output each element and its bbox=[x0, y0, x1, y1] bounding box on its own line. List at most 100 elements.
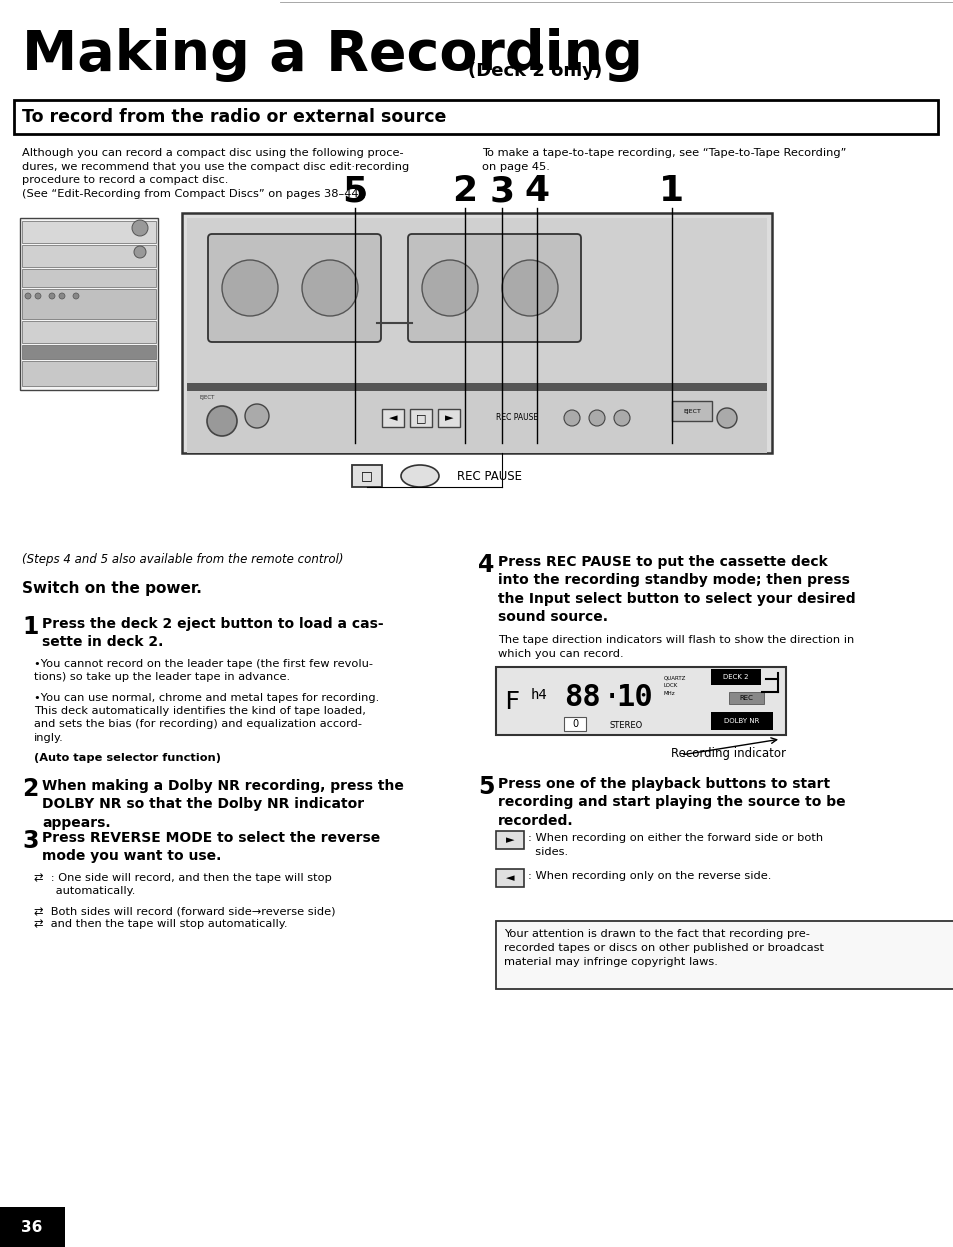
Text: (Deck 2 only): (Deck 2 only) bbox=[468, 62, 601, 80]
Bar bbox=[496, 831, 523, 849]
Bar bbox=[563, 717, 585, 731]
Bar bbox=[187, 392, 766, 453]
Bar bbox=[0, 1207, 65, 1247]
Circle shape bbox=[222, 261, 277, 315]
FancyBboxPatch shape bbox=[408, 234, 580, 342]
Text: To make a tape-to-tape recording, see “Tape-to-Tape Recording”
on page 45.: To make a tape-to-tape recording, see “T… bbox=[481, 148, 845, 172]
Text: To record from the radio or external source: To record from the radio or external sou… bbox=[22, 108, 446, 126]
Text: Press one of the playback buttons to start
recording and start playing the sourc: Press one of the playback buttons to sta… bbox=[497, 777, 844, 828]
Text: h4: h4 bbox=[531, 688, 547, 702]
FancyBboxPatch shape bbox=[14, 100, 937, 133]
Bar bbox=[437, 409, 459, 426]
Text: ⇄  : One side will record, and then the tape will stop: ⇄ : One side will record, and then the t… bbox=[34, 873, 332, 883]
Text: 4: 4 bbox=[477, 552, 494, 577]
Bar bbox=[352, 465, 381, 488]
Circle shape bbox=[245, 404, 269, 428]
Text: 5: 5 bbox=[342, 175, 367, 208]
Text: 2: 2 bbox=[22, 777, 38, 801]
Bar bbox=[22, 221, 156, 243]
Text: DECK 2: DECK 2 bbox=[722, 673, 748, 680]
Bar bbox=[410, 409, 432, 426]
Text: Press REC PAUSE to put the cassette deck
into the recording standby mode; then p: Press REC PAUSE to put the cassette deck… bbox=[497, 555, 855, 625]
Text: ⇄  Both sides will record (forward side→reverse side): ⇄ Both sides will record (forward side→r… bbox=[34, 907, 335, 917]
Text: DOLBY NR: DOLBY NR bbox=[723, 718, 759, 725]
Text: 88: 88 bbox=[563, 682, 600, 712]
Text: ⇄  and then the tape will stop automatically.: ⇄ and then the tape will stop automatica… bbox=[34, 919, 287, 929]
Text: 3: 3 bbox=[489, 175, 514, 208]
Text: EJECT: EJECT bbox=[199, 395, 214, 400]
Text: REC PAUSE: REC PAUSE bbox=[496, 414, 537, 423]
Bar bbox=[496, 869, 523, 887]
Bar bbox=[22, 345, 156, 359]
Circle shape bbox=[421, 261, 477, 315]
Text: •You cannot record on the leader tape (the first few revolu-
tions) so take up t: •You cannot record on the leader tape (t… bbox=[34, 658, 373, 682]
Text: Although you can record a compact disc using the following proce-
dures, we reco: Although you can record a compact disc u… bbox=[22, 148, 409, 198]
Circle shape bbox=[35, 293, 41, 299]
Text: 5: 5 bbox=[477, 774, 494, 799]
Bar bbox=[22, 360, 156, 387]
Circle shape bbox=[59, 293, 65, 299]
Text: Making a Recording: Making a Recording bbox=[22, 27, 642, 82]
Bar bbox=[22, 269, 156, 287]
Text: : When recording only on the reverse side.: : When recording only on the reverse sid… bbox=[527, 870, 771, 880]
Bar bbox=[496, 667, 785, 734]
Text: QUARTZ: QUARTZ bbox=[663, 675, 685, 680]
Circle shape bbox=[25, 293, 30, 299]
Text: automatically.: automatically. bbox=[34, 887, 135, 897]
Circle shape bbox=[207, 407, 236, 436]
Bar bbox=[671, 402, 711, 421]
Text: 1: 1 bbox=[659, 175, 684, 208]
Text: ►: ► bbox=[444, 413, 453, 423]
Text: STEREO: STEREO bbox=[609, 721, 642, 729]
Bar bbox=[22, 320, 156, 343]
Bar bbox=[187, 218, 766, 383]
Ellipse shape bbox=[400, 465, 438, 488]
Bar bbox=[20, 218, 158, 390]
Circle shape bbox=[73, 293, 79, 299]
Bar bbox=[710, 712, 772, 729]
Text: (Auto tape selector function): (Auto tape selector function) bbox=[34, 753, 221, 763]
Circle shape bbox=[563, 410, 579, 426]
Text: The tape direction indicators will flash to show the direction in
which you can : The tape direction indicators will flash… bbox=[497, 635, 853, 658]
Circle shape bbox=[717, 408, 737, 428]
Bar bbox=[22, 289, 156, 319]
Circle shape bbox=[132, 219, 148, 236]
Circle shape bbox=[588, 410, 604, 426]
Bar bbox=[187, 383, 766, 392]
Text: (Steps 4 and 5 also available from the remote control): (Steps 4 and 5 also available from the r… bbox=[22, 552, 343, 566]
Text: •You can use normal, chrome and metal tapes for recording.
This deck automatical: •You can use normal, chrome and metal ta… bbox=[34, 693, 379, 743]
Text: Press REVERSE MODE to select the reverse
mode you want to use.: Press REVERSE MODE to select the reverse… bbox=[42, 831, 380, 863]
Text: □: □ bbox=[416, 413, 426, 423]
Text: 10: 10 bbox=[616, 682, 652, 712]
Bar bbox=[728, 692, 763, 705]
Text: ◄: ◄ bbox=[505, 873, 514, 883]
Text: 4: 4 bbox=[524, 175, 549, 208]
FancyBboxPatch shape bbox=[208, 234, 380, 342]
Text: Switch on the power.: Switch on the power. bbox=[22, 581, 202, 596]
Circle shape bbox=[133, 246, 146, 258]
Text: Your attention is drawn to the fact that recording pre-
recorded tapes or discs : Your attention is drawn to the fact that… bbox=[503, 929, 823, 966]
Text: 0: 0 bbox=[572, 720, 578, 729]
Bar bbox=[22, 244, 156, 267]
Circle shape bbox=[302, 261, 357, 315]
Text: ►: ► bbox=[505, 835, 514, 845]
Text: : When recording on either the forward side or both
  sides.: : When recording on either the forward s… bbox=[527, 833, 822, 857]
Text: EJECT: EJECT bbox=[682, 409, 700, 414]
Text: Recording indicator: Recording indicator bbox=[670, 747, 785, 759]
Text: 3: 3 bbox=[22, 829, 38, 853]
Text: 36: 36 bbox=[21, 1220, 43, 1235]
Text: ◄: ◄ bbox=[388, 413, 396, 423]
Text: LOCK: LOCK bbox=[663, 683, 678, 688]
Bar bbox=[496, 922, 953, 989]
Text: ·: · bbox=[602, 682, 620, 712]
Text: 2: 2 bbox=[452, 175, 477, 208]
Circle shape bbox=[49, 293, 55, 299]
Bar bbox=[710, 668, 760, 685]
Bar bbox=[381, 409, 403, 426]
Circle shape bbox=[501, 261, 558, 315]
Text: 1: 1 bbox=[22, 615, 38, 638]
Text: REC: REC bbox=[739, 695, 752, 701]
Circle shape bbox=[614, 410, 629, 426]
Text: F: F bbox=[503, 690, 518, 715]
Text: When making a Dolby NR recording, press the
DOLBY NR so that the Dolby NR indica: When making a Dolby NR recording, press … bbox=[42, 779, 403, 829]
